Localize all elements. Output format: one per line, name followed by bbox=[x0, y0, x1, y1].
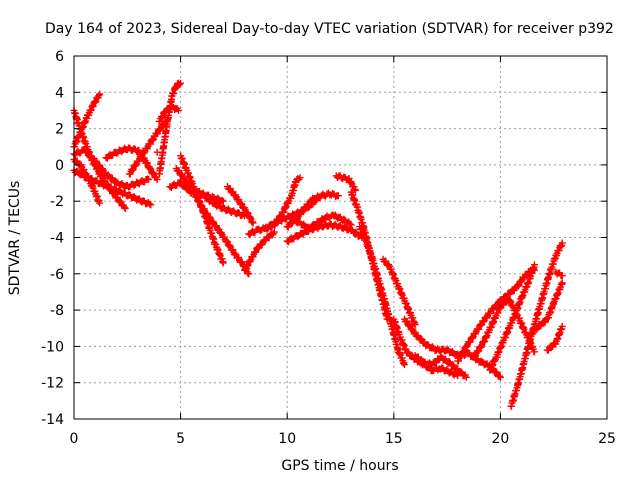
data-series-arc-16 bbox=[241, 228, 278, 274]
data-series-arc-35 bbox=[552, 268, 566, 280]
x-tick-label: 20 bbox=[491, 431, 509, 447]
x-axis-label: GPS time / hours bbox=[281, 458, 398, 474]
data-series-arc-20 bbox=[283, 220, 366, 246]
data-series-arc-24 bbox=[356, 223, 408, 369]
chart-title: Day 164 of 2023, Sidereal Day-to-day VTE… bbox=[45, 21, 614, 37]
grid-lines bbox=[74, 56, 607, 419]
x-tick-label: 5 bbox=[176, 431, 185, 447]
y-tick-label: -8 bbox=[50, 303, 64, 319]
x-tick-label: 10 bbox=[278, 431, 296, 447]
x-tick-label: 25 bbox=[598, 431, 616, 447]
data-series-arc-31 bbox=[486, 261, 539, 374]
data-marks bbox=[70, 79, 566, 410]
x-tick-labels: 0 5 10 15 20 25 bbox=[70, 431, 616, 447]
y-tick-label: -10 bbox=[41, 339, 64, 355]
x-tick-label: 15 bbox=[385, 431, 403, 447]
x-tick-label: 0 bbox=[70, 431, 79, 447]
data-series-arc-33 bbox=[524, 279, 566, 342]
y-tick-label: 0 bbox=[55, 158, 64, 174]
y-axis-label: SDTVAR / TECUs bbox=[7, 181, 23, 296]
y-tick-label: -2 bbox=[50, 194, 64, 210]
data-series-arc-9 bbox=[155, 79, 185, 178]
axis-ticks bbox=[73, 55, 608, 420]
data-series-arc-28 bbox=[411, 351, 470, 381]
y-tick-label: -6 bbox=[50, 267, 64, 283]
data-series-arc-10 bbox=[153, 148, 161, 156]
y-tick-label: 6 bbox=[55, 49, 64, 65]
y-tick-label: -12 bbox=[41, 376, 64, 392]
data-series-arc-25 bbox=[379, 255, 419, 329]
data-series-arc-13 bbox=[177, 152, 227, 267]
data-series-arc-34 bbox=[543, 322, 566, 354]
data-series-arc-21 bbox=[287, 211, 355, 232]
data-series-arc-18 bbox=[262, 174, 304, 233]
data-series-arc-4 bbox=[70, 166, 155, 209]
data-series-arc-22 bbox=[332, 172, 359, 194]
data-series-arc-14 bbox=[177, 179, 249, 220]
data-series-arc-15 bbox=[224, 183, 257, 227]
y-tick-label: -4 bbox=[50, 231, 64, 247]
y-tick-labels: 6 4 2 0 -2 -4 -6 -8 -10 -12 -14 bbox=[41, 49, 64, 428]
y-tick-label: 2 bbox=[55, 122, 64, 138]
y-tick-label: 4 bbox=[55, 85, 64, 101]
y-tick-label: -14 bbox=[41, 412, 64, 428]
